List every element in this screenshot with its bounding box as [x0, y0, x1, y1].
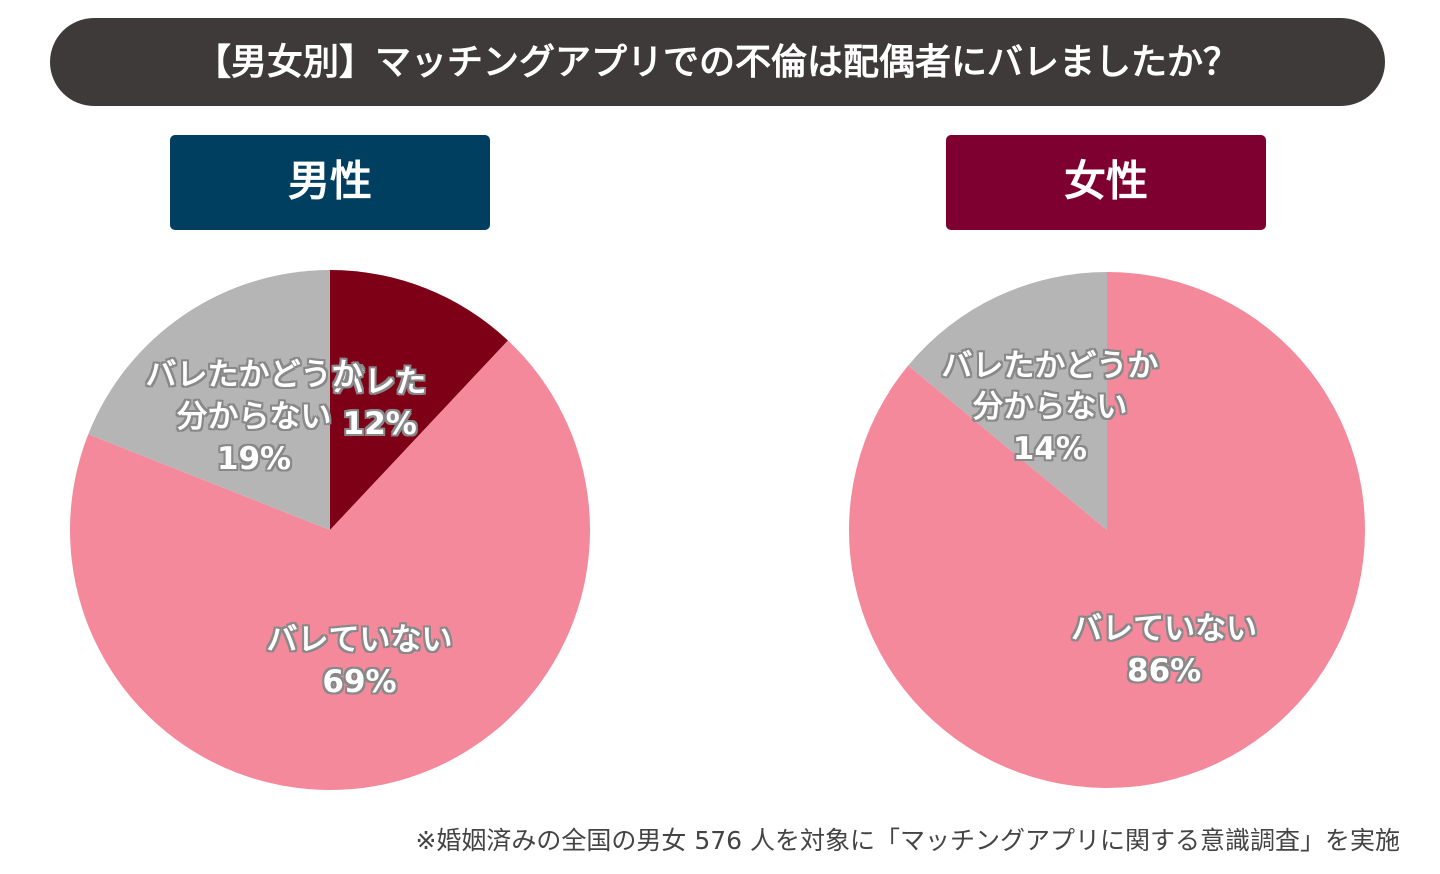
slice-label: バレていない 69%	[246, 620, 472, 704]
value-label: 86%	[1127, 653, 1202, 690]
category-label: バレた	[333, 364, 427, 401]
pie-slice	[330, 270, 508, 530]
slice-label: バレた 12%	[267, 362, 493, 446]
pie-slice	[88, 270, 330, 530]
footnote: ※婚姻済みの全国の男女 576 人を対象に「マッチングアプリに関する意識調査」を…	[415, 826, 1400, 855]
slice-label: バレたかどうか分からない 14%	[937, 346, 1163, 472]
value-label: 14%	[1012, 431, 1087, 468]
category-label: バレていない	[1071, 611, 1258, 648]
pie-slice	[69, 340, 591, 790]
slice-label: バレていない 86%	[1051, 610, 1277, 694]
chart-title-box	[946, 135, 1266, 230]
category-label: バレていない	[266, 622, 453, 659]
category-label: バレたかどうか分からない	[941, 347, 1159, 426]
chart-title-box	[170, 135, 490, 230]
pie-slice	[908, 272, 1107, 530]
value-label: 69%	[322, 663, 397, 700]
chart-subtitle: 男性	[288, 157, 372, 206]
slice-label: バレたかどうか分からない 19%	[141, 355, 367, 481]
chart-title: 【男女別】マッチングアプリでの不倫は配偶者にバレましたか？	[195, 41, 1239, 83]
title-banner	[50, 18, 1385, 106]
value-label: 12%	[342, 406, 417, 443]
chart-subtitle: 女性	[1064, 157, 1148, 206]
category-label: バレたかどうか分からない	[145, 357, 363, 436]
value-label: 19%	[216, 441, 292, 478]
